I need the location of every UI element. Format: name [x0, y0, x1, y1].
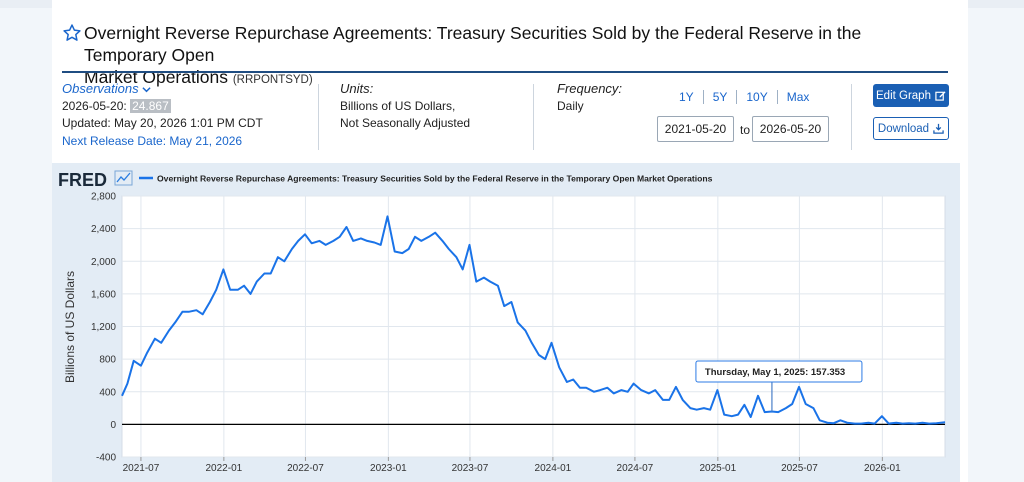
- observations-panel: Observations 2026-05-20: 24.867 Updated:…: [62, 80, 263, 150]
- grid-lines: [122, 195, 945, 458]
- line-chart: FRED Overnight Reverse Repurchase Agreem…: [58, 170, 946, 474]
- edit-graph-button[interactable]: Edit Graph: [873, 84, 949, 107]
- units-line-2: Not Seasonally Adjusted: [340, 116, 471, 130]
- title-line-1: Overnight Reverse Repurchase Agreements:…: [84, 23, 862, 65]
- units-line-1: Billions of US Dollars,: [340, 98, 456, 113]
- chart-header: FRED Overnight Reverse Repurchase Agreem…: [58, 170, 713, 190]
- fred-chart-icon: [114, 170, 133, 186]
- y-axis-label: Billions of US Dollars: [63, 271, 77, 383]
- observation-value: 24.867: [130, 98, 171, 113]
- title-divider: [62, 71, 948, 73]
- tooltip-text: Thursday, May 1, 2025: 157.353: [705, 367, 845, 378]
- divider: [851, 84, 852, 150]
- range-max-button[interactable]: Max: [786, 90, 810, 104]
- range-5y-button[interactable]: 5Y: [704, 90, 738, 104]
- updated-text: Updated: May 20, 2026 1:01 PM CDT: [62, 116, 263, 130]
- x-tick-label: 2025-07: [781, 463, 818, 474]
- y-axis-ticks: 2,800 2,400 2,000 1,600 1,200 800 400 0 -400: [91, 192, 116, 464]
- x-tick-label: 2022-01: [206, 463, 243, 474]
- series-line: [121, 215, 946, 425]
- x-tick-label: 2021-07: [123, 463, 160, 474]
- units-label: Units:: [340, 81, 374, 96]
- range-1y-button[interactable]: 1Y: [670, 90, 704, 104]
- x-tick-label: 2023-07: [452, 463, 489, 474]
- y-tick-label: 400: [99, 387, 116, 398]
- x-axis-ticks: 2021-07 2022-01 2022-07 2023-01 2023-07 2024-…: [123, 457, 901, 474]
- x-tick-label: 2025-01: [699, 463, 736, 474]
- series-group: [121, 215, 946, 425]
- range-buttons: 1Y 5Y 10Y Max: [670, 90, 818, 104]
- fred-logo[interactable]: FRED: [58, 170, 107, 190]
- download-label: Download: [877, 122, 930, 135]
- y-tick-label: 2,400: [91, 224, 116, 235]
- x-tick-label: 2022-07: [287, 463, 324, 474]
- chevron-down-icon: [141, 87, 151, 93]
- y-tick-label: 1,200: [91, 322, 116, 333]
- y-tick-label: -400: [96, 453, 116, 464]
- y-tick-label: 800: [99, 355, 116, 366]
- x-tick-label: 2024-01: [535, 463, 572, 474]
- edit-icon: [935, 91, 946, 101]
- y-tick-label: 1,600: [91, 289, 116, 300]
- divider: [318, 84, 319, 150]
- range-10y-button[interactable]: 10Y: [737, 90, 778, 104]
- star-icon[interactable]: [62, 23, 82, 43]
- x-tick-label: 2023-01: [370, 463, 407, 474]
- units-panel: Units: Billions of US Dollars, Not Seaso…: [340, 80, 470, 133]
- latest-observation: 2026-05-20: 24.867: [62, 98, 263, 116]
- legend-label: Overnight Reverse Repurchase Agreements:…: [157, 174, 713, 184]
- frequency-label: Frequency:: [557, 81, 623, 96]
- download-button[interactable]: Download: [873, 117, 949, 140]
- divider: [533, 84, 534, 150]
- edit-graph-label: Edit Graph: [876, 89, 931, 102]
- y-tick-label: 2,000: [91, 257, 116, 268]
- frequency-panel: Frequency: Daily: [557, 80, 622, 115]
- y-tick-label: 2,800: [91, 192, 116, 203]
- tooltip-box: [695, 360, 863, 383]
- x-tick-label: 2026-01: [864, 463, 901, 474]
- x-grid-lines: [140, 196, 883, 457]
- observation-date: 2026-05-20:: [62, 98, 127, 113]
- observations-label: Observations: [62, 81, 139, 96]
- start-date-input[interactable]: [657, 116, 734, 142]
- next-release-link[interactable]: Next Release Date: May 21, 2026: [62, 133, 243, 148]
- to-label: to: [740, 123, 751, 137]
- download-icon: [933, 123, 944, 134]
- tooltip: Thursday, May 1, 2025: 157.353: [695, 360, 863, 412]
- y-tick-label: 0: [110, 420, 116, 431]
- series-id: (RRPONTSYD): [232, 74, 313, 86]
- end-date-input[interactable]: [752, 116, 829, 142]
- frequency-value: Daily: [557, 98, 584, 113]
- x-tick-label: 2024-07: [617, 463, 654, 474]
- observations-dropdown[interactable]: Observations: [62, 80, 263, 98]
- chart-panel: FRED Overnight Reverse Repurchase Agreem…: [52, 163, 960, 482]
